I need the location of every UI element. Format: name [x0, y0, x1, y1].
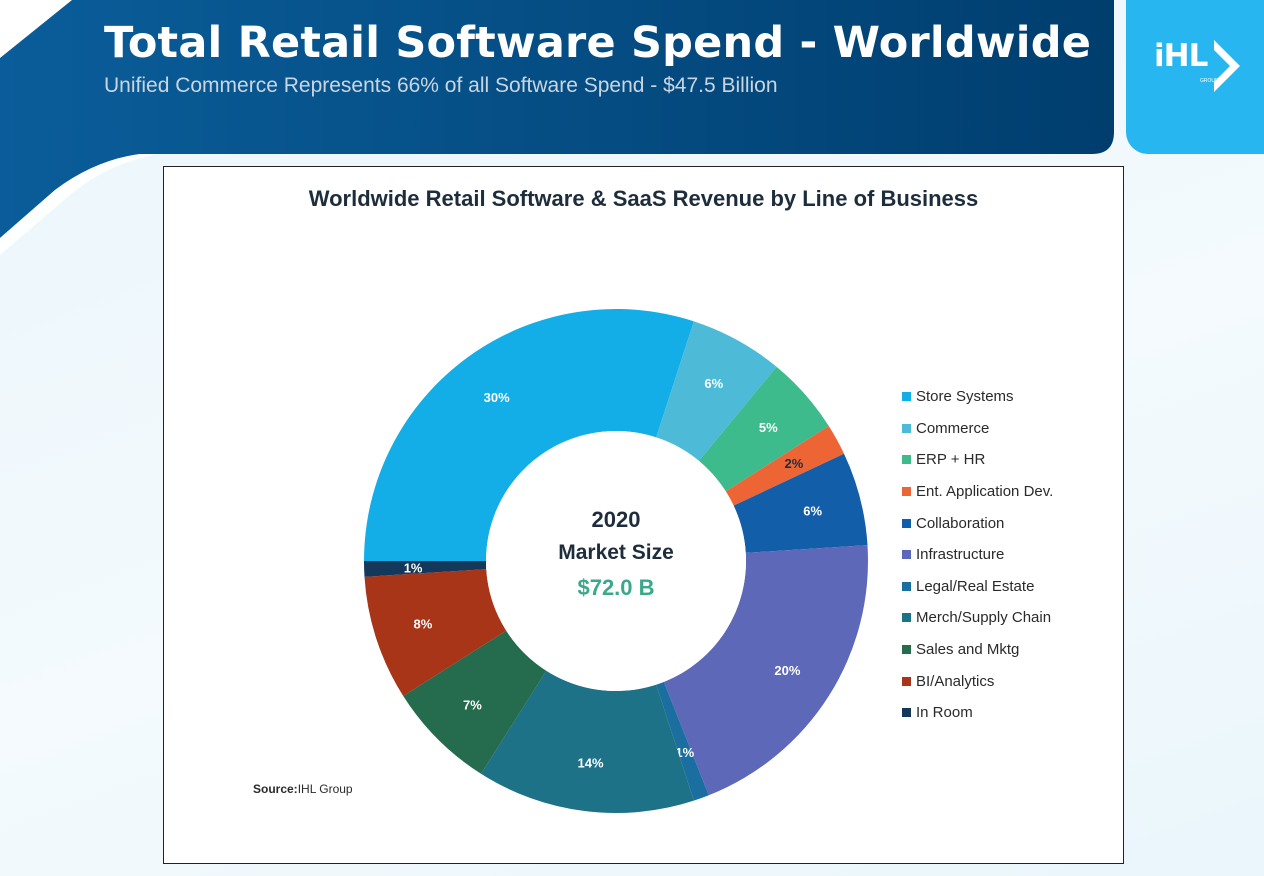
header-accent	[0, 0, 72, 58]
center-value: $72.0 B	[577, 575, 655, 600]
legend-label: Store Systems	[916, 388, 1014, 406]
legend-swatch	[902, 487, 911, 497]
chevron-right-icon	[1214, 40, 1240, 92]
legend-item-bi-analytics: BI/Analytics	[902, 665, 1053, 697]
slice-infrastructure	[663, 545, 869, 796]
slice-label-store-systems: 30%	[484, 390, 510, 405]
center-year: 2020	[591, 507, 641, 532]
legend-swatch	[902, 581, 911, 591]
legend-label: Merch/Supply Chain	[916, 609, 1052, 627]
legend-item-store-systems: Store Systems	[902, 381, 1053, 413]
header-band	[0, 0, 1114, 238]
legend-label: Ent. Application Dev.	[916, 483, 1054, 501]
slice-merch-supply-chain	[480, 670, 694, 813]
slice-label-commerce: 6%	[704, 376, 723, 391]
legend-item-merch-supply-chain: Merch/Supply Chain	[902, 602, 1053, 634]
legend-label: Infrastructure	[916, 546, 1005, 564]
legend-label: In Room	[916, 704, 973, 722]
legend-label: ERP + HR	[916, 451, 986, 469]
slice-label-ent-application-dev: 2%	[784, 456, 803, 471]
slice-label-collaboration: 6%	[803, 504, 822, 519]
legend-item-ent-application-dev: Ent. Application Dev.	[902, 476, 1053, 508]
legend-item-legal-real-estate: Legal/Real Estate	[902, 571, 1053, 603]
legend-item-erp-hr: ERP + HR	[902, 444, 1053, 476]
legend-label: Sales and Mktg	[916, 641, 1020, 659]
slice-label-infrastructure: 20%	[774, 663, 800, 678]
legend-swatch	[902, 708, 911, 718]
slice-label-erp-hr: 5%	[759, 420, 778, 435]
center-label: Market Size	[558, 541, 674, 564]
slice-label-in-room: 1%	[404, 560, 423, 575]
slice-legal-real-estate	[656, 681, 709, 801]
slice-in-room	[364, 561, 487, 577]
legend-swatch	[902, 518, 911, 528]
slice-collaboration	[733, 453, 868, 553]
slice-label-bi-analytics: 8%	[414, 617, 433, 632]
slice-sales-and-mktg	[403, 630, 547, 774]
source-note: Source:IHL Group	[253, 782, 353, 796]
legend-label: Collaboration	[916, 514, 1005, 532]
legend-swatch	[902, 423, 911, 433]
legend-item-infrastructure: Infrastructure	[902, 539, 1053, 571]
logo-text: iHL	[1154, 38, 1208, 74]
legend-item-sales-and-mktg: Sales and Mktg	[902, 634, 1053, 666]
page-title: Total Retail Software Spend - Worldwide	[104, 18, 1092, 68]
legend-swatch	[902, 455, 911, 465]
donut-chart: 30% 6% 5% 2% 6% 20% 1% 14% 7% 8% 1%	[364, 308, 869, 813]
legend-item-in-room: In Room	[902, 697, 1053, 729]
legend-swatch	[902, 392, 911, 402]
source-label: Source:	[253, 782, 298, 796]
slice-ent-application-dev	[725, 425, 845, 506]
chart-legend: Store Systems Commerce ERP + HR Ent. Applic…	[902, 381, 1053, 729]
slice-commerce	[656, 321, 777, 461]
slice-store-systems	[364, 308, 694, 561]
logo-subtext: GROUP	[1200, 78, 1219, 84]
slice-bi-analytics	[364, 569, 507, 697]
page-subtitle: Unified Commerce Represents 66% of all S…	[104, 74, 778, 97]
legend-swatch	[902, 613, 911, 623]
legend-label: BI/Analytics	[916, 672, 995, 690]
legend-swatch	[902, 676, 911, 686]
source-text: IHL Group	[297, 782, 353, 796]
legend-label: Legal/Real Estate	[916, 577, 1035, 595]
slice-label-sales-and-mktg: 7%	[463, 698, 482, 713]
legend-swatch	[902, 550, 911, 560]
header-sweep	[0, 154, 160, 255]
legend-label: Commerce	[916, 419, 990, 437]
legend-swatch	[902, 645, 911, 655]
slice-erp-hr	[698, 366, 829, 492]
donut-hole	[486, 431, 746, 691]
slice-label-legal-real-estate: 1%	[675, 745, 694, 760]
ihl-logo: iHL GROUP	[1126, 0, 1264, 154]
legend-item-commerce: Commerce	[902, 413, 1053, 445]
chart-title: Worldwide Retail Software & SaaS Revenue…	[308, 186, 979, 211]
chart-panel: Worldwide Retail Software & SaaS Revenue…	[163, 166, 1124, 864]
slice-label-merch-supply-chain: 14%	[578, 755, 604, 770]
legend-item-collaboration: Collaboration	[902, 507, 1053, 539]
